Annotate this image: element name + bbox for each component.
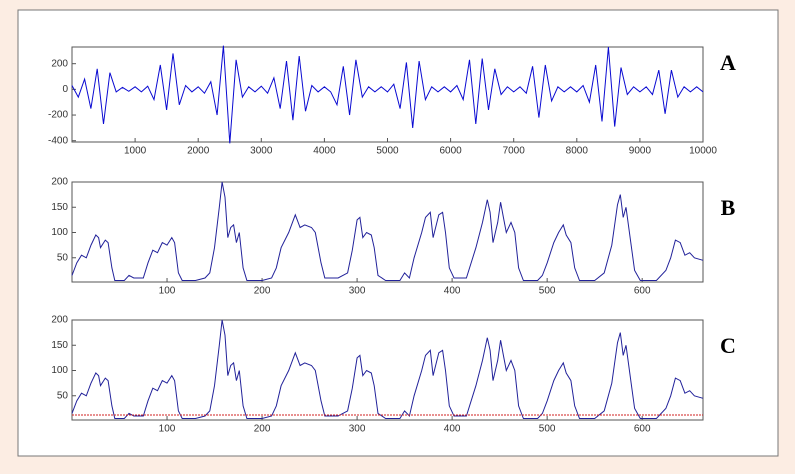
x-tick-label: 9000: [629, 146, 652, 157]
x-tick-label: 10000: [689, 146, 717, 157]
x-tick-label: 6000: [439, 146, 462, 157]
plot-area: [71, 319, 704, 421]
x-tick-label: 5000: [376, 146, 399, 157]
x-tick-label: 1000: [124, 146, 147, 157]
x-tick-label: 2000: [187, 146, 210, 157]
x-tick-label: 500: [539, 424, 556, 435]
y-tick-label: 200: [51, 58, 68, 69]
y-tick-label: -400: [48, 135, 68, 146]
y-tick-label: 100: [51, 227, 68, 238]
signal-line: [71, 319, 704, 419]
y-tick-label: 0: [62, 84, 68, 95]
panel-label: A: [720, 50, 736, 75]
x-tick-label: 3000: [250, 146, 273, 157]
x-tick-label: 100: [159, 286, 176, 297]
x-tick-label: 200: [254, 286, 271, 297]
y-tick-label: -200: [48, 110, 68, 121]
x-tick-label: 100: [159, 424, 176, 435]
y-tick-label: 50: [57, 390, 69, 401]
y-tick-label: 100: [51, 365, 68, 376]
signal-line: [71, 45, 704, 144]
x-tick-label: 8000: [566, 146, 589, 157]
x-tick-label: 7000: [503, 146, 526, 157]
x-tick-label: 600: [634, 424, 651, 435]
y-tick-label: 200: [51, 177, 68, 188]
x-tick-label: 600: [634, 286, 651, 297]
x-tick-label: 400: [444, 424, 461, 435]
y-tick-label: 50: [57, 252, 69, 263]
x-tick-label: 400: [444, 286, 461, 297]
x-tick-label: 4000: [313, 146, 336, 157]
panel-label: B: [721, 195, 736, 220]
y-tick-label: 150: [51, 202, 68, 213]
x-tick-label: 300: [349, 286, 366, 297]
panel-label: C: [720, 333, 736, 358]
y-tick-label: 200: [51, 315, 68, 326]
x-tick-label: 300: [349, 424, 366, 435]
x-tick-label: 200: [254, 424, 271, 435]
y-tick-label: 150: [51, 340, 68, 351]
plot-area: [71, 181, 704, 283]
signal-line: [71, 181, 704, 281]
x-tick-label: 500: [539, 286, 556, 297]
plot-area: [71, 46, 704, 143]
